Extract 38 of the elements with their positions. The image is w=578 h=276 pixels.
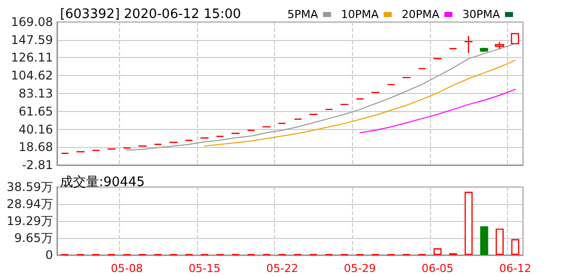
chart-title: 成交量:90445 bbox=[60, 174, 145, 190]
y-tick-label: 104.62 bbox=[11, 68, 53, 83]
legend-label: 20PMA bbox=[402, 8, 440, 21]
bar bbox=[464, 192, 473, 255]
y-tick-label: 147.59 bbox=[11, 32, 53, 47]
legend-label: 10PMA bbox=[341, 8, 380, 21]
legend-label: 30PMA bbox=[462, 8, 500, 21]
bar bbox=[480, 226, 488, 255]
y-tick-label: -2.81 bbox=[22, 158, 53, 172]
x-tick-label: 05-08 bbox=[110, 262, 143, 275]
y-tick-label: 18.68 bbox=[18, 140, 53, 154]
x-tick-label: 05-15 bbox=[188, 262, 221, 275]
y-tick-label: 19.29万 bbox=[6, 214, 53, 228]
y-tick-label: 40.16 bbox=[18, 122, 53, 136]
line-series bbox=[126, 43, 516, 151]
y-tick-label: 126.11 bbox=[11, 50, 53, 65]
x-tick-label: 05-22 bbox=[266, 262, 298, 275]
candlestick bbox=[510, 33, 520, 44]
y-tick-label: 83.13 bbox=[18, 86, 53, 101]
legend-label: 5PMA bbox=[287, 8, 319, 21]
y-tick-label: 169.08 bbox=[11, 15, 53, 29]
bar bbox=[496, 228, 504, 255]
candlestick bbox=[464, 35, 474, 54]
chart-title: [603392] 2020-06-12 15:00 bbox=[60, 7, 242, 22]
bar bbox=[434, 248, 442, 255]
x-tick-label: 06-05 bbox=[422, 262, 454, 275]
x-tick-label: 05-29 bbox=[344, 262, 376, 275]
candlestick bbox=[480, 47, 488, 53]
y-tick-label: 38.59万 bbox=[6, 180, 53, 194]
line-series bbox=[359, 88, 516, 134]
bar bbox=[511, 239, 520, 255]
line-series bbox=[204, 60, 516, 147]
y-tick-label: 0 bbox=[45, 248, 53, 262]
y-tick-label: 9.65万 bbox=[14, 230, 53, 245]
y-tick-label: 61.65 bbox=[18, 104, 53, 118]
candlestick bbox=[494, 41, 504, 50]
x-tick-label: 06-12 bbox=[499, 262, 532, 275]
y-tick-label: 28.94万 bbox=[6, 197, 53, 212]
